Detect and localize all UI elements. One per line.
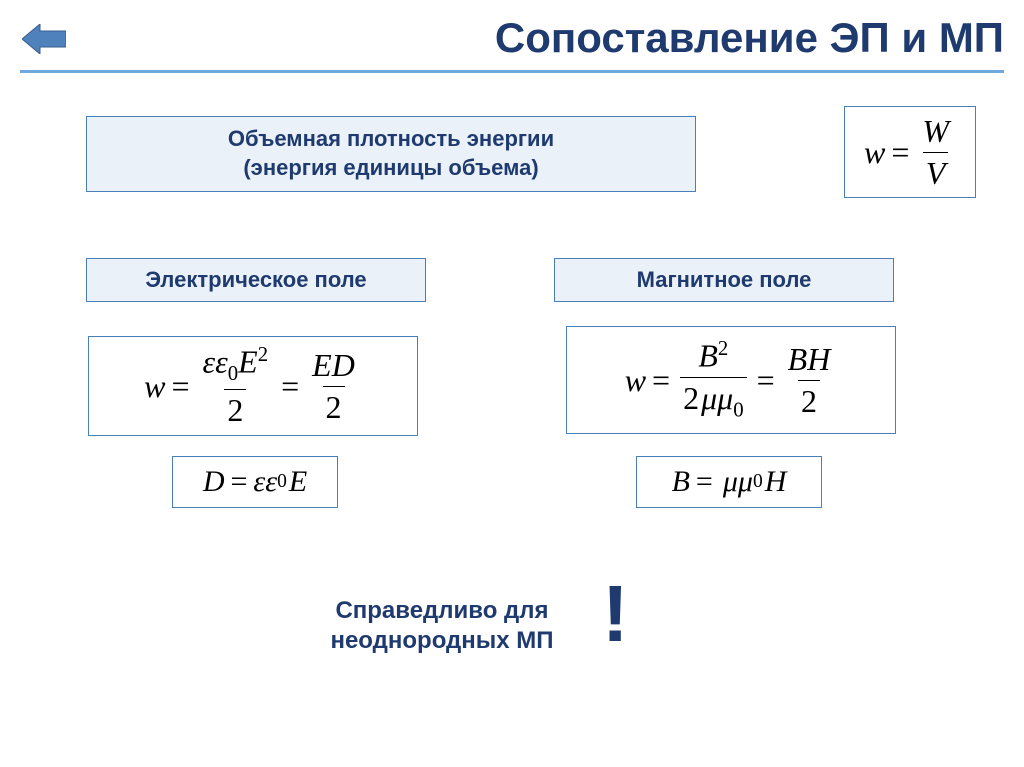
var-w: w	[864, 134, 885, 171]
var-B2: B	[672, 465, 690, 499]
var-E: E	[238, 344, 258, 380]
var-D: D	[203, 465, 225, 499]
var-B: B	[698, 338, 718, 374]
sup-2: 2	[258, 343, 268, 366]
var-E2: E	[289, 465, 307, 499]
formula-magnetic-energy: w = B2 2μμ0 = BH 2	[566, 326, 896, 434]
var-w-e: w	[144, 368, 165, 405]
num-ED: ED	[309, 347, 358, 386]
sym-mu2: μμ	[723, 465, 753, 499]
formula-B-definition: B = μμ0H	[636, 456, 822, 508]
definition-line1: Объемная плотность энергии	[228, 126, 554, 151]
exclamation-mark: !	[602, 568, 629, 660]
den-2m2: 2	[798, 380, 820, 420]
den-2a: 2	[224, 389, 246, 429]
footer-line1: Справедливо для	[335, 597, 548, 624]
den-2b: 2	[323, 386, 345, 426]
sub-0b: 0	[277, 471, 287, 493]
sym-eps2: εε	[253, 465, 277, 499]
var-w-m: w	[625, 362, 646, 399]
column-header-electric: Электрическое поле	[86, 258, 426, 302]
page-title: Сопоставление ЭП и МП	[495, 14, 1004, 62]
sub-0m2: 0	[753, 471, 763, 493]
formula-energy-density-def: w = W V	[844, 106, 976, 198]
title-underline	[20, 70, 1004, 73]
sup-2m: 2	[718, 337, 728, 360]
footer-line2: неоднородных МП	[330, 627, 553, 654]
back-arrow-icon[interactable]	[22, 24, 66, 54]
footer-note: Справедливо для неоднородных МП	[292, 596, 592, 656]
var-W: W	[919, 113, 952, 152]
den-2m: 2	[683, 380, 699, 416]
sub-0m: 0	[733, 399, 743, 422]
column-header-magnetic: Магнитное поле	[554, 258, 894, 302]
definition-box: Объемная плотность энергии (энергия един…	[86, 116, 696, 192]
sub-0: 0	[228, 363, 238, 386]
definition-line2: (энергия единицы объема)	[243, 155, 538, 180]
var-H: H	[765, 465, 787, 499]
sym-eps: εε	[203, 344, 228, 380]
formula-D-definition: D = εε0E	[172, 456, 338, 508]
formula-electric-energy: w = εε0E2 2 = ED 2	[88, 336, 418, 436]
num-BH: BH	[785, 341, 834, 380]
sym-mu: μμ	[701, 380, 733, 416]
var-V: V	[923, 152, 949, 192]
